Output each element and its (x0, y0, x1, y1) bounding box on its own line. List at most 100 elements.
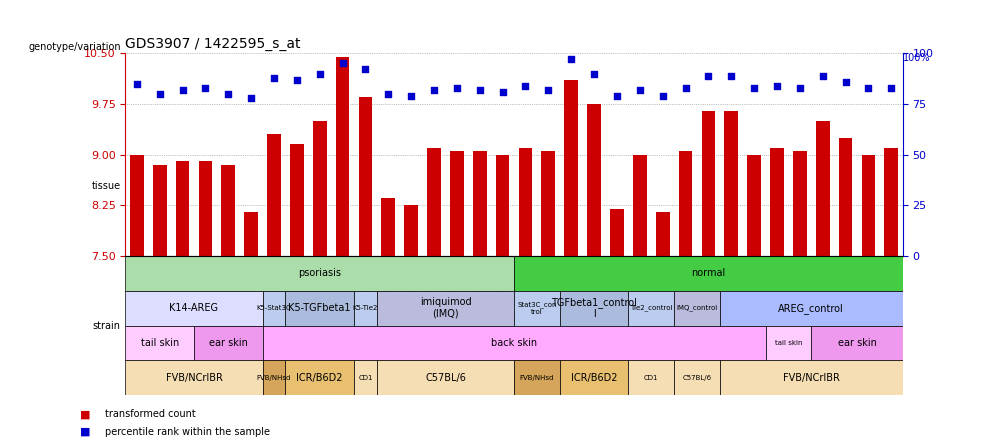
Point (631, 86, 647, 93)
Point (426, 86, 442, 93)
Point (883, 84, 899, 91)
FancyBboxPatch shape (377, 291, 513, 325)
FancyBboxPatch shape (559, 361, 627, 395)
Point (403, 92, 419, 99)
Point (266, 74, 282, 81)
FancyBboxPatch shape (263, 325, 765, 361)
FancyBboxPatch shape (286, 291, 354, 325)
Bar (609, 209, 623, 256)
FancyBboxPatch shape (125, 325, 193, 361)
Bar (404, 205, 418, 256)
Text: 100%: 100% (902, 53, 929, 63)
FancyBboxPatch shape (719, 361, 902, 395)
Text: GDS3907 / 1422595_s_at: GDS3907 / 1422595_s_at (125, 37, 301, 51)
Bar (746, 155, 761, 256)
Text: C57BL/6: C57BL/6 (425, 373, 465, 383)
Bar (815, 121, 829, 256)
FancyBboxPatch shape (513, 361, 559, 395)
Text: K5-Tie2: K5-Tie2 (353, 305, 378, 311)
FancyBboxPatch shape (811, 325, 902, 361)
Bar (655, 212, 669, 256)
FancyBboxPatch shape (673, 291, 719, 325)
Point (585, 70, 601, 77)
Point (335, 60, 351, 67)
Point (128, 80, 144, 87)
Text: ■: ■ (80, 409, 90, 420)
Point (676, 84, 692, 91)
Bar (336, 57, 349, 256)
Text: back skin: back skin (491, 338, 536, 348)
Text: transformed count: transformed count (105, 409, 195, 420)
Text: ear skin: ear skin (837, 338, 876, 348)
Bar (700, 111, 714, 256)
Point (197, 84, 213, 91)
Text: TGFbeta1_control
l: TGFbeta1_control l (550, 297, 636, 319)
Bar (198, 161, 212, 256)
Text: CD1: CD1 (643, 375, 657, 381)
Point (654, 92, 670, 99)
Text: ICR/B6D2: ICR/B6D2 (297, 373, 343, 383)
Point (562, 56, 578, 63)
Point (722, 72, 738, 79)
Text: K5-TGFbeta1: K5-TGFbeta1 (289, 303, 351, 313)
Text: tail skin: tail skin (774, 340, 802, 346)
Point (860, 84, 876, 91)
Bar (359, 97, 372, 256)
Text: genotype/variation: genotype/variation (28, 42, 120, 52)
Text: FVB/NCrIBR: FVB/NCrIBR (782, 373, 839, 383)
Point (220, 90, 236, 97)
Bar (152, 165, 166, 256)
Bar (495, 155, 509, 256)
Text: K5-Stat3C: K5-Stat3C (257, 305, 291, 311)
Point (540, 86, 556, 93)
Text: percentile rank within the sample: percentile rank within the sample (105, 427, 271, 437)
FancyBboxPatch shape (263, 291, 286, 325)
FancyBboxPatch shape (125, 256, 513, 291)
Point (312, 70, 328, 77)
FancyBboxPatch shape (286, 361, 354, 395)
FancyBboxPatch shape (354, 291, 377, 325)
Text: C57BL/6: C57BL/6 (681, 375, 710, 381)
Text: FVB/NHsd: FVB/NHsd (257, 375, 291, 381)
Text: ■: ■ (80, 427, 90, 437)
Bar (861, 155, 875, 256)
Bar (518, 148, 532, 256)
FancyBboxPatch shape (377, 361, 513, 395)
Point (357, 66, 373, 73)
Bar (884, 148, 897, 256)
FancyBboxPatch shape (719, 291, 902, 325)
Text: CD1: CD1 (358, 375, 373, 381)
Point (699, 72, 715, 79)
FancyBboxPatch shape (513, 256, 902, 291)
Point (242, 94, 259, 101)
Text: ICR/B6D2: ICR/B6D2 (570, 373, 616, 383)
Bar (472, 151, 486, 256)
Point (174, 86, 190, 93)
Text: AREG_control: AREG_control (778, 303, 844, 313)
Point (471, 86, 487, 93)
FancyBboxPatch shape (559, 291, 627, 325)
Point (608, 92, 624, 99)
Point (769, 82, 785, 89)
Bar (678, 151, 691, 256)
Text: strain: strain (93, 321, 120, 330)
FancyBboxPatch shape (673, 361, 719, 395)
Bar (244, 212, 258, 256)
Point (517, 82, 533, 89)
Text: imiquimod
(IMQ): imiquimod (IMQ) (419, 297, 471, 319)
Point (151, 90, 167, 97)
Bar (564, 80, 577, 256)
FancyBboxPatch shape (263, 361, 286, 395)
Text: K14-AREG: K14-AREG (169, 303, 218, 313)
Point (814, 72, 830, 79)
Bar (541, 151, 555, 256)
Point (837, 78, 853, 85)
FancyBboxPatch shape (765, 325, 811, 361)
Point (289, 76, 305, 83)
Text: psoriasis: psoriasis (298, 268, 341, 278)
Bar (267, 135, 281, 256)
Bar (723, 111, 737, 256)
Text: Tie2_control: Tie2_control (629, 305, 671, 312)
Text: tissue: tissue (91, 181, 120, 191)
Bar (632, 155, 646, 256)
